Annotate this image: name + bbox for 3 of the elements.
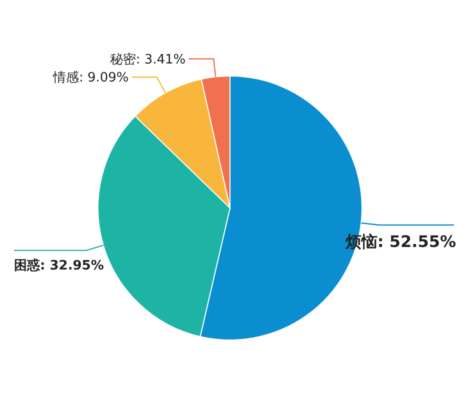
slice-label: 情感: 9.09% (52, 70, 129, 86)
slice-label: 困惑: 32.95% (14, 257, 104, 274)
slice-label: 秘密: 3.41% (110, 52, 186, 68)
